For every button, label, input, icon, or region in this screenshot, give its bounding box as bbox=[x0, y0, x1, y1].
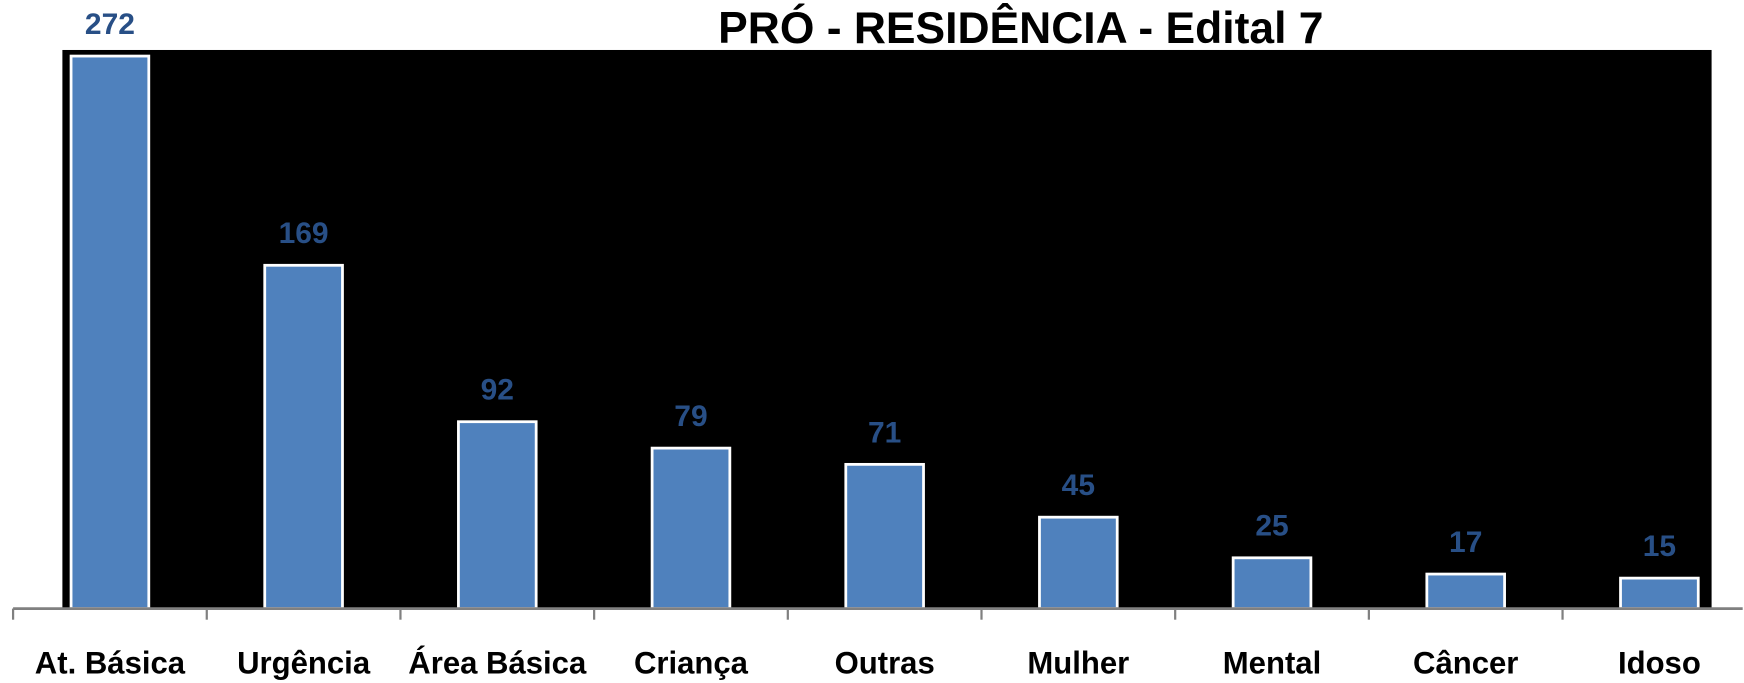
x-tick-label: Idoso bbox=[1618, 645, 1701, 680]
value-label: 25 bbox=[1255, 510, 1288, 543]
x-tick-label: Outras bbox=[835, 645, 935, 680]
value-label: 92 bbox=[481, 374, 514, 407]
value-label: 79 bbox=[674, 400, 707, 433]
value-label: 17 bbox=[1449, 526, 1482, 559]
bar bbox=[1038, 515, 1119, 610]
x-tick-label: Câncer bbox=[1413, 645, 1518, 680]
bar bbox=[1425, 572, 1506, 610]
bar bbox=[457, 420, 538, 610]
bar bbox=[263, 263, 344, 610]
x-tick-label: Mulher bbox=[1027, 645, 1129, 680]
x-tick-label: At. Básica bbox=[35, 645, 186, 680]
value-label: 71 bbox=[868, 416, 901, 449]
x-tick-label: Urgência bbox=[237, 645, 371, 680]
value-label: 169 bbox=[279, 217, 329, 250]
bar bbox=[1619, 576, 1700, 610]
value-label: 45 bbox=[1062, 469, 1095, 502]
x-tick-label: Mental bbox=[1223, 645, 1321, 680]
x-tick-label: Criança bbox=[634, 645, 749, 680]
value-label: 15 bbox=[1643, 530, 1676, 563]
bar bbox=[844, 462, 925, 610]
bar bbox=[1231, 556, 1313, 610]
value-label: 272 bbox=[85, 8, 135, 41]
bar bbox=[69, 54, 151, 610]
x-tick-label: Área Básica bbox=[408, 645, 587, 680]
chart-title: PRÓ - RESIDÊNCIA - Edital 7 bbox=[718, 3, 1323, 53]
bar bbox=[650, 446, 732, 610]
